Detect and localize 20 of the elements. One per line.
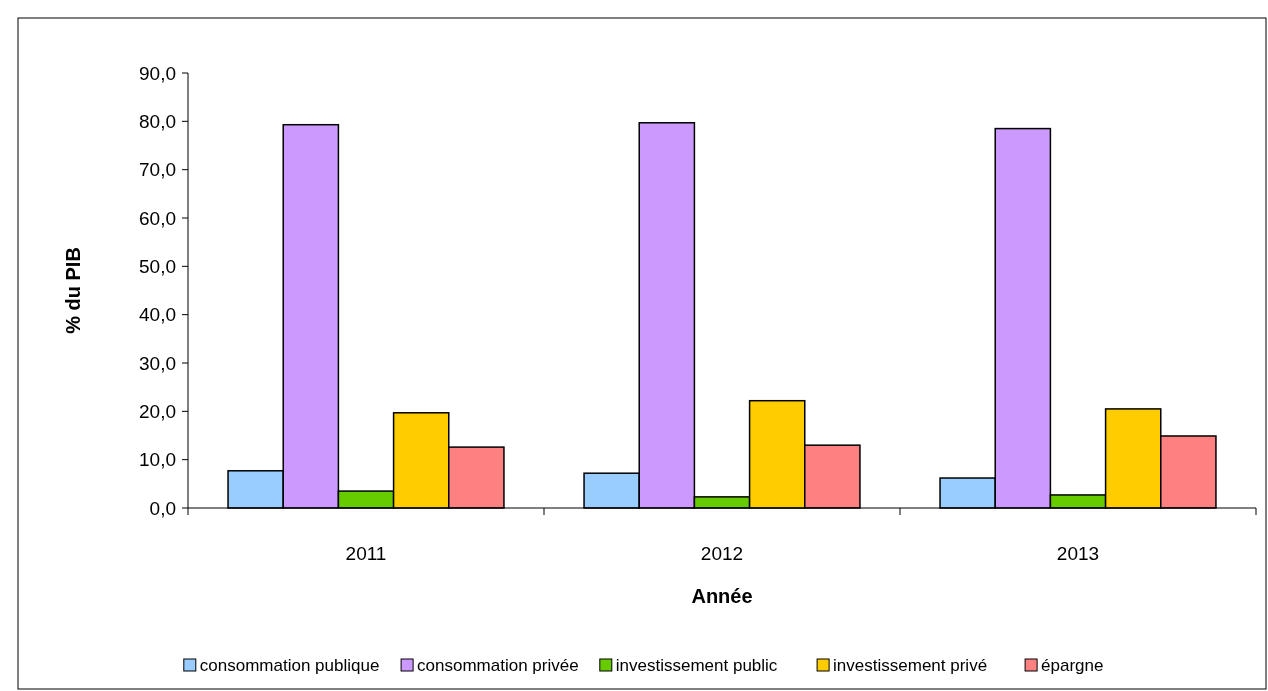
- x-axis-title: Année: [691, 585, 753, 607]
- y-tick-label: 20,0: [139, 400, 176, 422]
- y-tick-label: 0,0: [149, 497, 176, 519]
- legend-label: consommation publique: [199, 655, 380, 675]
- x-tick-label: 2012: [700, 543, 744, 564]
- y-tick-label: 50,0: [139, 255, 176, 277]
- y-tick-label: 80,0: [139, 110, 176, 132]
- y-tick-label: 60,0: [139, 207, 176, 229]
- y-tick-label: 30,0: [139, 352, 176, 374]
- y-tick-label: 70,0: [139, 159, 176, 181]
- y-tick-label: 10,0: [139, 449, 176, 471]
- legend-label: épargne: [1041, 655, 1104, 675]
- y-tick-label: 40,0: [139, 304, 176, 326]
- y-axis-title: % du PIB: [62, 247, 84, 334]
- y-tick-label: 90,0: [139, 62, 176, 84]
- legend-label: investissement public: [615, 655, 778, 675]
- legend-label: consommation privée: [417, 655, 579, 675]
- x-tick-label: 2011: [345, 543, 387, 564]
- legend-label: investissement privé: [833, 655, 988, 675]
- x-tick-label: 2013: [1056, 543, 1100, 564]
